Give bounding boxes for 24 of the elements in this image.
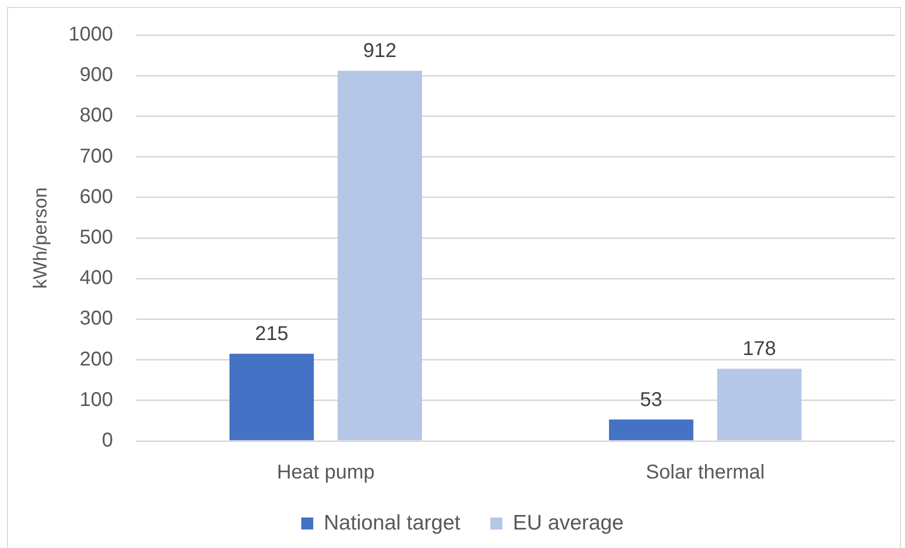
data-label: 178	[742, 338, 776, 360]
y-tick-label: 800	[80, 104, 113, 127]
bar	[229, 354, 314, 440]
y-tick-label: 0	[102, 430, 113, 452]
y-tick-label: 200	[80, 348, 113, 370]
legend-label: EU average	[512, 511, 624, 534]
data-label: 215	[254, 323, 288, 346]
y-tick-label: 600	[80, 186, 113, 208]
bar	[717, 368, 802, 440]
y-tick-label: 300	[80, 308, 113, 330]
y-axis-title: kWh/person	[30, 187, 52, 289]
x-tick-label: Solar thermal	[646, 462, 765, 484]
data-label: 53	[640, 389, 662, 411]
bar	[338, 70, 422, 440]
bar	[608, 419, 694, 440]
y-tick-label: 1000	[68, 24, 113, 46]
x-tick-label: Heat pump	[276, 462, 375, 484]
y-tick-label: 500	[80, 226, 113, 249]
y-tick-label: 100	[80, 388, 113, 411]
y-tick-label: 400	[80, 267, 113, 290]
legend-label: National target	[324, 511, 461, 534]
data-label: 912	[363, 40, 397, 62]
y-tick-label: 700	[80, 145, 113, 168]
y-tick-label: 900	[80, 64, 113, 86]
